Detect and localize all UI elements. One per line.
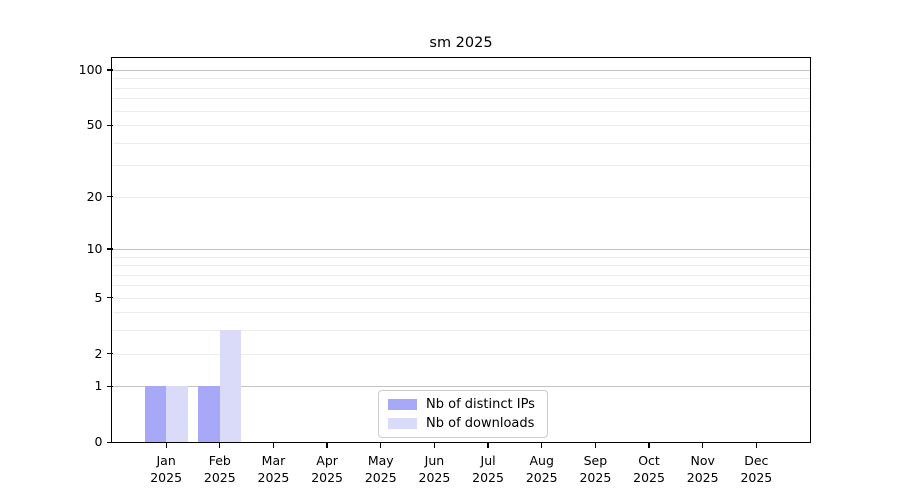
x-tick-label-dec: Dec 2025 <box>740 453 773 486</box>
x-tick-label-jan: Jan 2025 <box>150 453 183 486</box>
y-minor-gridline <box>112 330 810 332</box>
x-tick-label-jun: Jun 2025 <box>418 453 451 486</box>
x-tick-label-jul: Jul 2025 <box>472 453 504 486</box>
bar-downloads-feb <box>219 330 242 443</box>
x-tick-mark <box>594 442 597 449</box>
y-minor-gridline <box>112 110 810 112</box>
x-tick-label-may: May 2025 <box>364 453 397 486</box>
x-tick-mark <box>326 442 328 449</box>
x-tick-label-aug: Aug 2025 <box>525 453 558 486</box>
x-tick-mark <box>487 442 489 449</box>
x-tick-mark <box>380 442 382 449</box>
bar-distinct-ips-feb <box>198 386 220 443</box>
x-tick-label-oct: Oct 2025 <box>633 453 665 486</box>
x-tick-mark <box>433 442 436 449</box>
y-tick-label: 2 <box>94 345 103 361</box>
y-major-gridline <box>112 70 810 71</box>
y-minor-gridline <box>112 78 810 80</box>
x-tick-mark <box>165 442 167 449</box>
legend: Nb of distinct IPs Nb of downloads <box>378 390 548 438</box>
y-tick-label: 100 <box>78 62 103 77</box>
y-tick-mark <box>106 124 113 126</box>
x-tick-mark <box>541 442 543 449</box>
legend-label-downloads: Nb of downloads <box>426 416 535 431</box>
y-tick-mark <box>106 353 113 355</box>
x-tick-mark <box>648 442 650 449</box>
y-minor-gridline <box>112 98 810 100</box>
y-tick-label: 1 <box>94 378 103 394</box>
y-major-gridline <box>112 248 810 250</box>
y-minor-gridline <box>112 274 810 276</box>
y-tick-mark <box>106 248 113 250</box>
y-tick-label: 20 <box>86 188 103 204</box>
y-minor-gridline <box>112 125 810 127</box>
y-minor-gridline <box>112 265 810 267</box>
x-tick-label-nov: Nov 2025 <box>686 453 719 486</box>
legend-swatch-distinct-ips <box>388 399 417 410</box>
y-minor-gridline <box>112 312 810 314</box>
y-tick-label: 5 <box>94 289 103 305</box>
y-major-gridline <box>112 386 810 388</box>
x-tick-label-mar: Mar 2025 <box>257 453 290 486</box>
bar-distinct-ips-jan <box>144 386 167 443</box>
y-minor-gridline <box>112 196 810 198</box>
x-tick-mark <box>272 442 275 449</box>
x-tick-label-apr: Apr 2025 <box>311 453 344 486</box>
x-tick-mark <box>702 442 704 449</box>
y-minor-gridline <box>112 256 810 258</box>
y-minor-gridline <box>112 297 810 299</box>
y-tick-mark <box>106 196 113 198</box>
y-tick-label: 0 <box>94 434 103 450</box>
bar-downloads-jan <box>166 386 188 443</box>
y-tick-mark <box>106 441 113 443</box>
legend-item-downloads: Nb of downloads <box>388 416 535 431</box>
x-tick-label-sep: Sep 2025 <box>579 453 612 486</box>
y-minor-gridline <box>112 285 810 287</box>
x-tick-label-feb: Feb 2025 <box>203 453 236 486</box>
x-tick-mark <box>755 442 757 449</box>
y-minor-gridline <box>112 87 810 89</box>
legend-item-distinct-ips: Nb of distinct IPs <box>388 397 535 412</box>
y-tick-mark <box>106 69 113 71</box>
legend-label-distinct-ips: Nb of distinct IPs <box>426 397 535 412</box>
y-tick-label: 50 <box>86 117 103 133</box>
y-minor-gridline <box>112 142 810 144</box>
chart-title: sm 2025 <box>429 35 493 51</box>
y-minor-gridline <box>112 353 810 355</box>
y-tick-mark <box>106 297 113 299</box>
legend-swatch-downloads <box>388 418 417 429</box>
y-tick-label: 10 <box>86 240 103 256</box>
x-tick-mark <box>219 442 221 449</box>
y-minor-gridline <box>112 165 810 167</box>
y-tick-mark <box>106 385 113 388</box>
